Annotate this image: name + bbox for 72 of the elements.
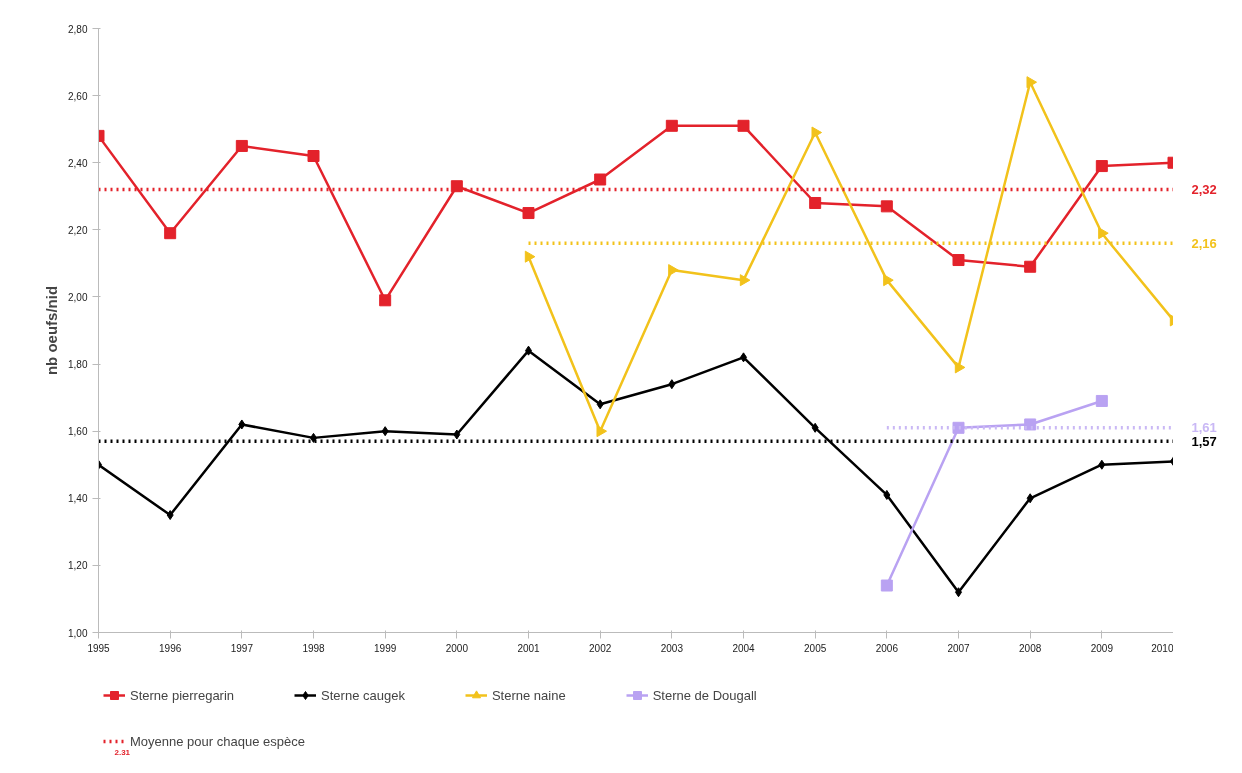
point <box>880 200 893 213</box>
point <box>1098 227 1109 240</box>
y-tick-label: 1,00 <box>68 627 88 639</box>
point <box>381 426 389 437</box>
y-tick-label: 2,00 <box>68 291 88 303</box>
point <box>307 150 320 163</box>
legend-label: Sterne pierregarin <box>130 687 235 703</box>
point <box>952 254 965 267</box>
point <box>668 379 676 390</box>
point <box>737 119 750 132</box>
point <box>809 196 822 209</box>
y-tick-label: 2,80 <box>68 23 88 35</box>
x-tick-label: 2010 <box>1151 642 1174 654</box>
point <box>596 425 608 438</box>
point <box>235 139 248 152</box>
y-tick-label: 1,80 <box>68 359 88 371</box>
x-tick-label: 2001 <box>517 642 541 654</box>
point <box>594 173 607 186</box>
y-tick-label: 2,40 <box>68 157 88 169</box>
point <box>1026 493 1034 504</box>
point <box>379 294 392 307</box>
point <box>954 361 966 374</box>
point <box>880 579 893 592</box>
point <box>453 429 461 440</box>
point <box>883 274 894 287</box>
x-tick-label: 2006 <box>875 642 899 654</box>
x-tick-label: 1996 <box>159 642 182 654</box>
point <box>450 180 463 193</box>
text: 2,31 <box>114 747 131 757</box>
point <box>1098 459 1106 470</box>
point <box>166 510 174 521</box>
point <box>811 422 819 433</box>
point <box>522 207 535 220</box>
y-tick-label: 2,60 <box>68 90 88 102</box>
legend-label: Moyenne pour chaque espèce <box>130 733 305 749</box>
x-tick-label: 1998 <box>302 642 326 654</box>
point <box>238 419 246 430</box>
point <box>883 489 891 500</box>
x-tick-label: 2008 <box>1019 642 1042 654</box>
point <box>665 119 678 132</box>
text: 2,16 <box>1191 235 1217 251</box>
point <box>1095 394 1108 407</box>
legend-label: Sterne caugek <box>321 687 405 703</box>
point <box>1095 160 1108 173</box>
x-tick-label: 2000 <box>445 642 469 654</box>
x-tick-label: 1999 <box>374 642 397 654</box>
x-tick-label: 2009 <box>1090 642 1114 654</box>
y-axis-title: nb oeufs/nid <box>43 285 61 376</box>
text: 2,32 <box>1191 182 1217 198</box>
text: 1,57 <box>1191 433 1217 449</box>
point <box>1026 76 1038 89</box>
x-tick-label: 2007 <box>947 642 971 654</box>
point <box>1024 260 1037 273</box>
x-tick-label: 1995 <box>87 642 111 654</box>
x-tick-label: 1997 <box>230 642 254 654</box>
x-tick-label: 2005 <box>804 642 827 654</box>
y-tick-label: 1,60 <box>68 426 88 438</box>
point <box>668 264 679 277</box>
legend-label: Sterne naine <box>491 687 566 703</box>
point <box>596 399 604 410</box>
point <box>164 227 177 240</box>
x-tick-label: 2003 <box>660 642 684 654</box>
y-tick-label: 1,40 <box>68 493 88 505</box>
point <box>524 250 536 263</box>
point <box>739 274 751 287</box>
y-tick-label: 2,20 <box>68 224 88 236</box>
text: 1,61 <box>1191 420 1217 436</box>
x-tick-label: 2002 <box>589 642 612 654</box>
x-tick-label: 2004 <box>732 642 756 654</box>
point <box>811 126 823 139</box>
legend-label: Sterne de Dougall <box>652 687 757 703</box>
y-tick-label: 1,20 <box>68 560 88 572</box>
